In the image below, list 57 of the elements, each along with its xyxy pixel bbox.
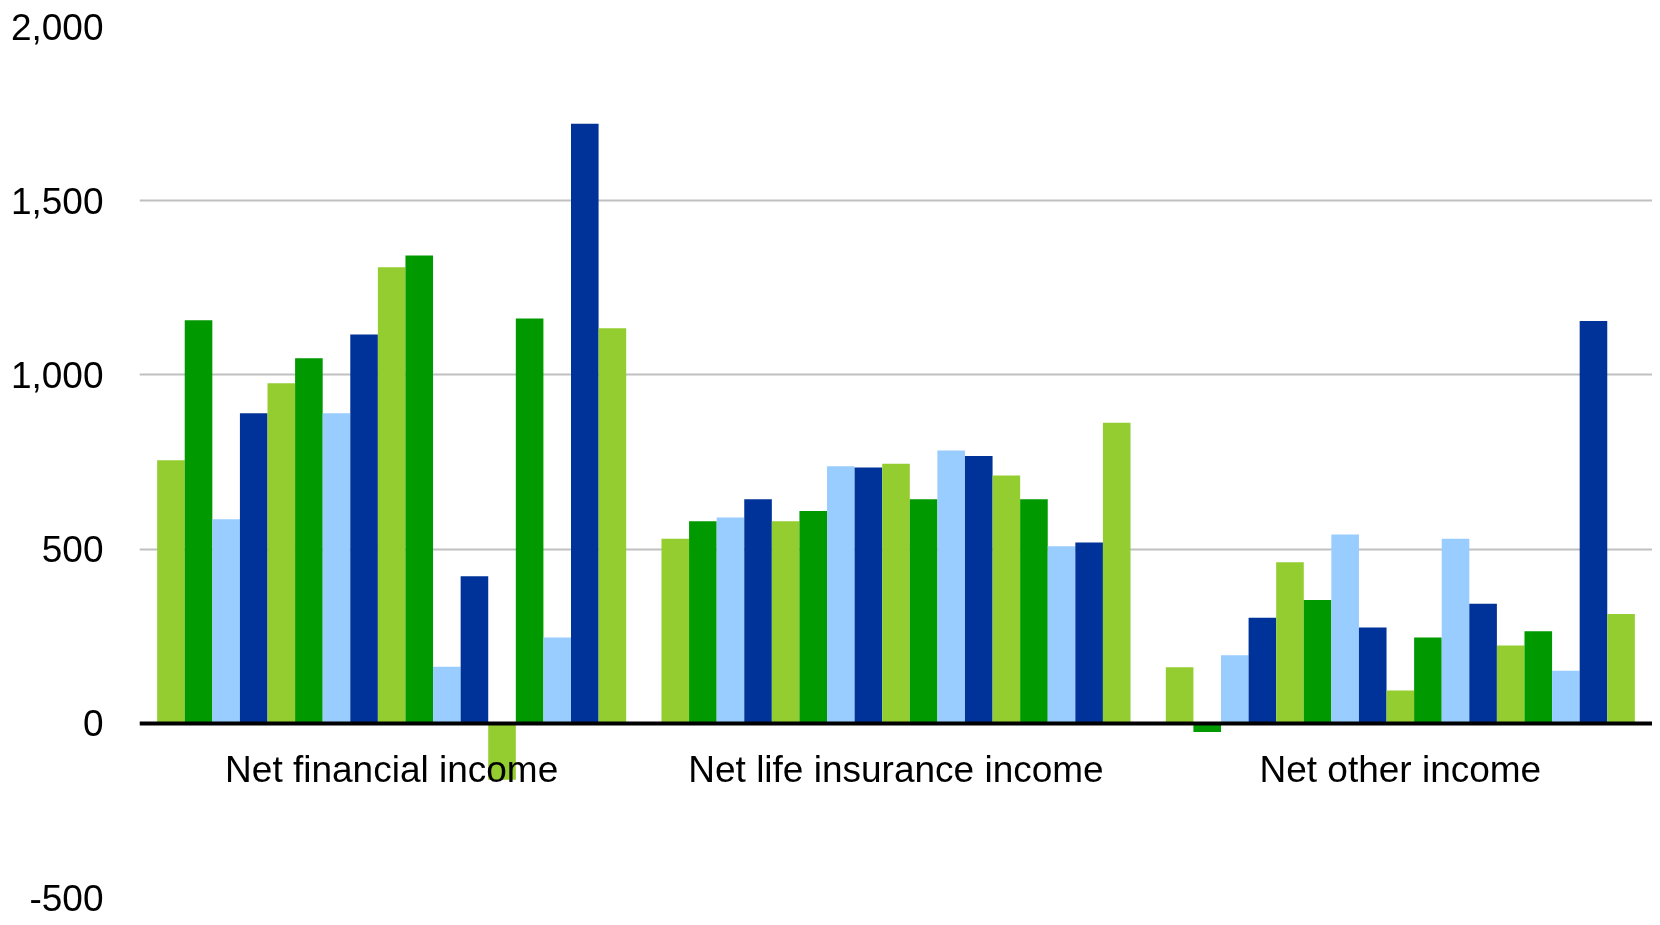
bar bbox=[515, 318, 544, 724]
bar bbox=[854, 467, 883, 724]
bar bbox=[571, 123, 599, 724]
bar bbox=[433, 666, 461, 724]
bar bbox=[1552, 670, 1580, 724]
bar bbox=[1524, 631, 1553, 724]
y-tick-label: 2,000 bbox=[10, 6, 104, 48]
bar bbox=[1248, 617, 1277, 724]
bar bbox=[992, 475, 1021, 724]
bar bbox=[1386, 690, 1415, 724]
bar bbox=[1414, 637, 1442, 724]
bar bbox=[1331, 534, 1359, 724]
bar bbox=[295, 358, 323, 724]
x-tick-label: Net life insurance income bbox=[688, 749, 1104, 791]
bar bbox=[1579, 320, 1608, 724]
bar bbox=[882, 463, 910, 724]
bar bbox=[827, 466, 855, 724]
bar bbox=[1276, 562, 1304, 724]
bar bbox=[239, 413, 268, 724]
bar bbox=[964, 456, 993, 724]
bar bbox=[543, 637, 571, 724]
bar bbox=[1303, 599, 1332, 724]
bar bbox=[267, 383, 296, 724]
bar bbox=[744, 499, 772, 724]
bar bbox=[1469, 603, 1497, 724]
bar bbox=[1020, 499, 1048, 724]
bar bbox=[909, 499, 938, 724]
bar bbox=[405, 255, 434, 724]
bar bbox=[1102, 422, 1131, 724]
bar bbox=[716, 517, 745, 724]
bar bbox=[212, 519, 240, 724]
y-tick-label: 500 bbox=[41, 529, 104, 571]
x-tick-label: Net other income bbox=[1259, 749, 1542, 791]
bar bbox=[1358, 627, 1387, 724]
bar bbox=[1047, 546, 1076, 724]
bar bbox=[184, 320, 213, 724]
y-tick-label: 0 bbox=[82, 703, 104, 745]
bar bbox=[661, 538, 690, 724]
bar bbox=[350, 334, 378, 724]
bar bbox=[157, 460, 185, 724]
bar bbox=[1221, 655, 1249, 724]
y-tick-label: 1,000 bbox=[10, 354, 104, 396]
y-tick-label: -500 bbox=[29, 877, 104, 919]
bar bbox=[1441, 538, 1470, 724]
bar bbox=[1165, 667, 1194, 724]
bar bbox=[598, 328, 627, 724]
bar bbox=[1496, 645, 1525, 724]
bar bbox=[937, 450, 965, 724]
bar bbox=[322, 413, 351, 724]
bar bbox=[377, 267, 406, 724]
bar bbox=[799, 511, 828, 724]
bar bbox=[1075, 542, 1103, 724]
y-tick-label: 1,500 bbox=[10, 180, 104, 222]
bar bbox=[689, 521, 717, 724]
bar bbox=[460, 576, 489, 724]
bar bbox=[1607, 613, 1635, 724]
bar bbox=[771, 521, 800, 724]
